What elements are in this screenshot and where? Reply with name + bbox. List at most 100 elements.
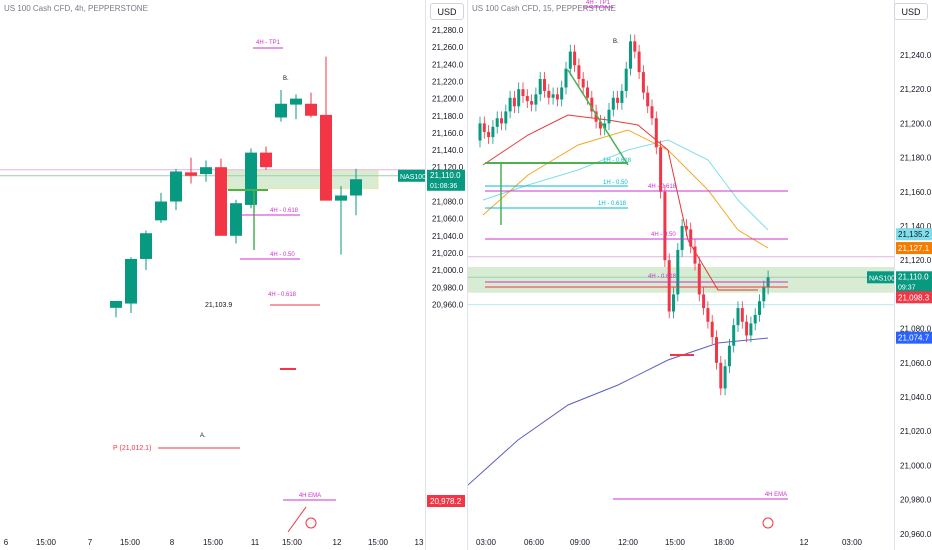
candle-body [616, 98, 619, 103]
point-b-label: B. [613, 39, 619, 45]
currency-button-15m[interactable]: USD [894, 3, 928, 20]
time-axis-label: 15:00 [203, 538, 224, 547]
price-axis-label: 21,200.0 [432, 95, 464, 104]
ema-price-value: 20,978.2 [430, 497, 462, 506]
fib-050-label: 4H - 0.50 [270, 252, 295, 258]
candle-body [573, 52, 576, 66]
candle-body [543, 79, 546, 91]
tp1-label: 4H - TP1 [256, 40, 281, 46]
candle-body [612, 98, 615, 110]
candle-body [230, 203, 242, 236]
candle-body [526, 96, 529, 101]
time-axis-label: 15:00 [120, 538, 141, 547]
level-label: 21,103.9 [205, 302, 232, 309]
tp1-label: 4H - TP1 [586, 0, 611, 6]
candle-body [547, 91, 550, 98]
candle-body [552, 94, 555, 97]
candle-body [625, 69, 628, 91]
price-axis-label: 21,120.0 [900, 256, 932, 265]
price-badge-value: 21,127.1 [898, 244, 930, 253]
price-axis-label: 21,220.0 [432, 77, 464, 86]
price-axis-label: 21,000.0 [900, 461, 932, 470]
point-b-label: B. [283, 76, 289, 82]
chart-pane-15m[interactable]: US 100 Cash CFD, 15, PEPPERSTONE 21,240.… [468, 0, 932, 550]
time-axis-label: 15:00 [368, 538, 389, 547]
candle-body [638, 52, 641, 73]
candle-body [762, 288, 765, 302]
price-axis-label: 21,020.0 [900, 427, 932, 436]
candle-body [530, 101, 533, 104]
candle-body [577, 65, 580, 79]
candle-body [754, 315, 757, 324]
candle-body [556, 94, 559, 99]
symbol-badge-label: NAS100 [400, 174, 426, 181]
time-axis-label: 12:00 [618, 538, 639, 547]
price-axis-label: 21,260.0 [432, 43, 464, 52]
last-price-value: 21,110.0 [430, 171, 461, 180]
time-axis-label: 15:00 [36, 538, 57, 547]
time-axis-label: 15:00 [665, 538, 686, 547]
symbol-badge-label: NAS100 [869, 275, 895, 282]
candle-body [676, 250, 679, 294]
ema-200-line [468, 338, 768, 485]
price-axis-label: 20,980.0 [900, 496, 932, 505]
support-zone [468, 267, 894, 293]
price-axis-divider-4h [425, 0, 426, 550]
candle-body [698, 264, 701, 295]
ema-50-line [483, 130, 768, 248]
candle-body [724, 366, 727, 388]
chart-canvas-15m[interactable]: 21,240.0 21,220.0 21,200.0 21,180.0 21,160.0… [468, 0, 932, 550]
candle-body [534, 94, 537, 104]
countdown-value: 01:08:36 [430, 183, 457, 190]
candle-body [745, 322, 748, 336]
candle-body [504, 111, 507, 123]
time-axis-label: 06:00 [524, 538, 545, 547]
ema-label: 4H EMA [299, 493, 321, 499]
candle-body [513, 98, 516, 107]
candle-body [608, 110, 611, 124]
price-badge-value: 21,098.3 [898, 293, 930, 302]
candle-body [560, 87, 563, 99]
price-axis-label: 21,180.0 [432, 112, 464, 121]
lightning-icon [763, 518, 773, 528]
price-axis-label: 20,960.0 [900, 530, 932, 539]
price-axis-label: 21,160.0 [900, 188, 932, 197]
candle-body [620, 91, 623, 103]
candle-body [290, 99, 302, 105]
time-axis-label: 8 [170, 538, 175, 547]
time-axis-label: 15:00 [282, 538, 303, 547]
candle-body [155, 202, 167, 221]
candle-body [694, 247, 697, 264]
candle-body [737, 308, 740, 325]
time-axis-label: 12 [333, 538, 342, 547]
countdown-value: 09:37 [898, 284, 916, 291]
price-axis-label: 21,240.0 [900, 51, 932, 60]
candle-body [350, 179, 362, 195]
candle-body [496, 118, 499, 127]
chart-canvas-4h[interactable]: 21,280.0 21,260.0 21,240.0 21,220.0 21,200.0… [0, 0, 467, 550]
candle-body [741, 308, 744, 322]
candle-body [522, 89, 525, 96]
price-axis-label: 21,060.0 [900, 359, 932, 368]
price-axis-label: 21,220.0 [900, 85, 932, 94]
candle-body [110, 301, 122, 308]
last-price-value: 21,110.0 [898, 272, 929, 281]
candle-body [125, 259, 137, 304]
currency-button-4h[interactable]: USD [430, 3, 464, 20]
trend-line [568, 70, 628, 165]
candle-body [629, 41, 632, 68]
candle-body [500, 118, 503, 123]
candle-body [569, 52, 572, 69]
price-badge-value: 21,074.7 [898, 334, 930, 343]
candle-body [170, 171, 182, 201]
price-axis-label: 21,080.0 [432, 198, 464, 207]
candle-body [215, 167, 227, 236]
price-axis-label: 21,240.0 [432, 60, 464, 69]
candle-body [260, 153, 272, 168]
candle-body [483, 123, 486, 132]
candle-body [706, 308, 709, 322]
fib-0618-1h-label: 1H - 0.618 [598, 201, 627, 207]
candle-body [719, 363, 722, 389]
candle-body [758, 301, 761, 315]
chart-pane-4h[interactable]: US 100 Cash CFD, 4h, PEPPERSTONE 21,280.… [0, 0, 467, 550]
